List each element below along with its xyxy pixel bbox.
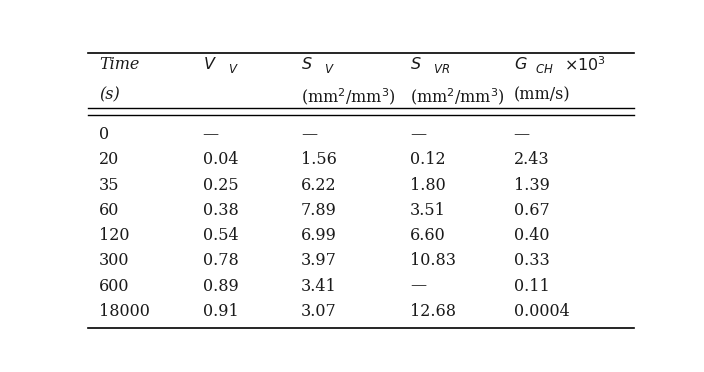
Text: 0.33: 0.33 (514, 252, 549, 269)
Text: 20: 20 (99, 151, 119, 169)
Text: 18000: 18000 (99, 303, 150, 320)
Text: 0.54: 0.54 (203, 227, 238, 244)
Text: 7.89: 7.89 (301, 202, 337, 219)
Text: 60: 60 (99, 202, 119, 219)
Text: (mm/s): (mm/s) (514, 86, 570, 103)
Text: (s): (s) (99, 86, 120, 103)
Text: 3.07: 3.07 (301, 303, 337, 320)
Text: —: — (410, 278, 426, 295)
Text: 0.89: 0.89 (203, 278, 239, 295)
Text: 35: 35 (99, 177, 120, 194)
Text: $\mathit{V}$: $\mathit{V}$ (203, 56, 216, 72)
Text: 0.11: 0.11 (514, 278, 549, 295)
Text: 3.51: 3.51 (410, 202, 446, 219)
Text: 6.60: 6.60 (410, 227, 446, 244)
Text: $\mathit{CH}$: $\mathit{CH}$ (536, 63, 554, 76)
Text: 0.91: 0.91 (203, 303, 239, 320)
Text: 0.38: 0.38 (203, 202, 239, 219)
Text: 0: 0 (99, 126, 109, 143)
Text: 12.68: 12.68 (410, 303, 456, 320)
Text: 600: 600 (99, 278, 130, 295)
Text: Time: Time (99, 56, 139, 73)
Text: 1.56: 1.56 (301, 151, 337, 169)
Text: 0.0004: 0.0004 (514, 303, 570, 320)
Text: $\mathit{S}$: $\mathit{S}$ (301, 56, 313, 72)
Text: (mm$^2$/mm$^3$): (mm$^2$/mm$^3$) (301, 86, 396, 107)
Text: $\mathit{S}$: $\mathit{S}$ (410, 56, 422, 72)
Text: 6.99: 6.99 (301, 227, 337, 244)
Text: —: — (301, 126, 317, 143)
Text: —: — (203, 126, 219, 143)
Text: 0.78: 0.78 (203, 252, 239, 269)
Text: $\times 10^3$: $\times 10^3$ (564, 56, 606, 75)
Text: 300: 300 (99, 252, 130, 269)
Text: 1.80: 1.80 (410, 177, 446, 194)
Text: $\mathit{VR}$: $\mathit{VR}$ (433, 63, 450, 76)
Text: 0.25: 0.25 (203, 177, 238, 194)
Text: 3.97: 3.97 (301, 252, 337, 269)
Text: 1.39: 1.39 (514, 177, 549, 194)
Text: 3.41: 3.41 (301, 278, 337, 295)
Text: 6.22: 6.22 (301, 177, 337, 194)
Text: —: — (514, 126, 529, 143)
Text: 2.43: 2.43 (514, 151, 549, 169)
Text: 0.67: 0.67 (514, 202, 549, 219)
Text: (mm$^2$/mm$^3$): (mm$^2$/mm$^3$) (410, 86, 505, 107)
Text: $\mathit{V}$: $\mathit{V}$ (324, 63, 334, 76)
Text: $\mathit{V}$: $\mathit{V}$ (227, 63, 239, 76)
Text: 0.12: 0.12 (410, 151, 446, 169)
Text: 10.83: 10.83 (410, 252, 456, 269)
Text: 0.04: 0.04 (203, 151, 238, 169)
Text: $\mathit{G}$: $\mathit{G}$ (514, 56, 527, 72)
Text: 0.40: 0.40 (514, 227, 549, 244)
Text: —: — (410, 126, 426, 143)
Text: 120: 120 (99, 227, 130, 244)
